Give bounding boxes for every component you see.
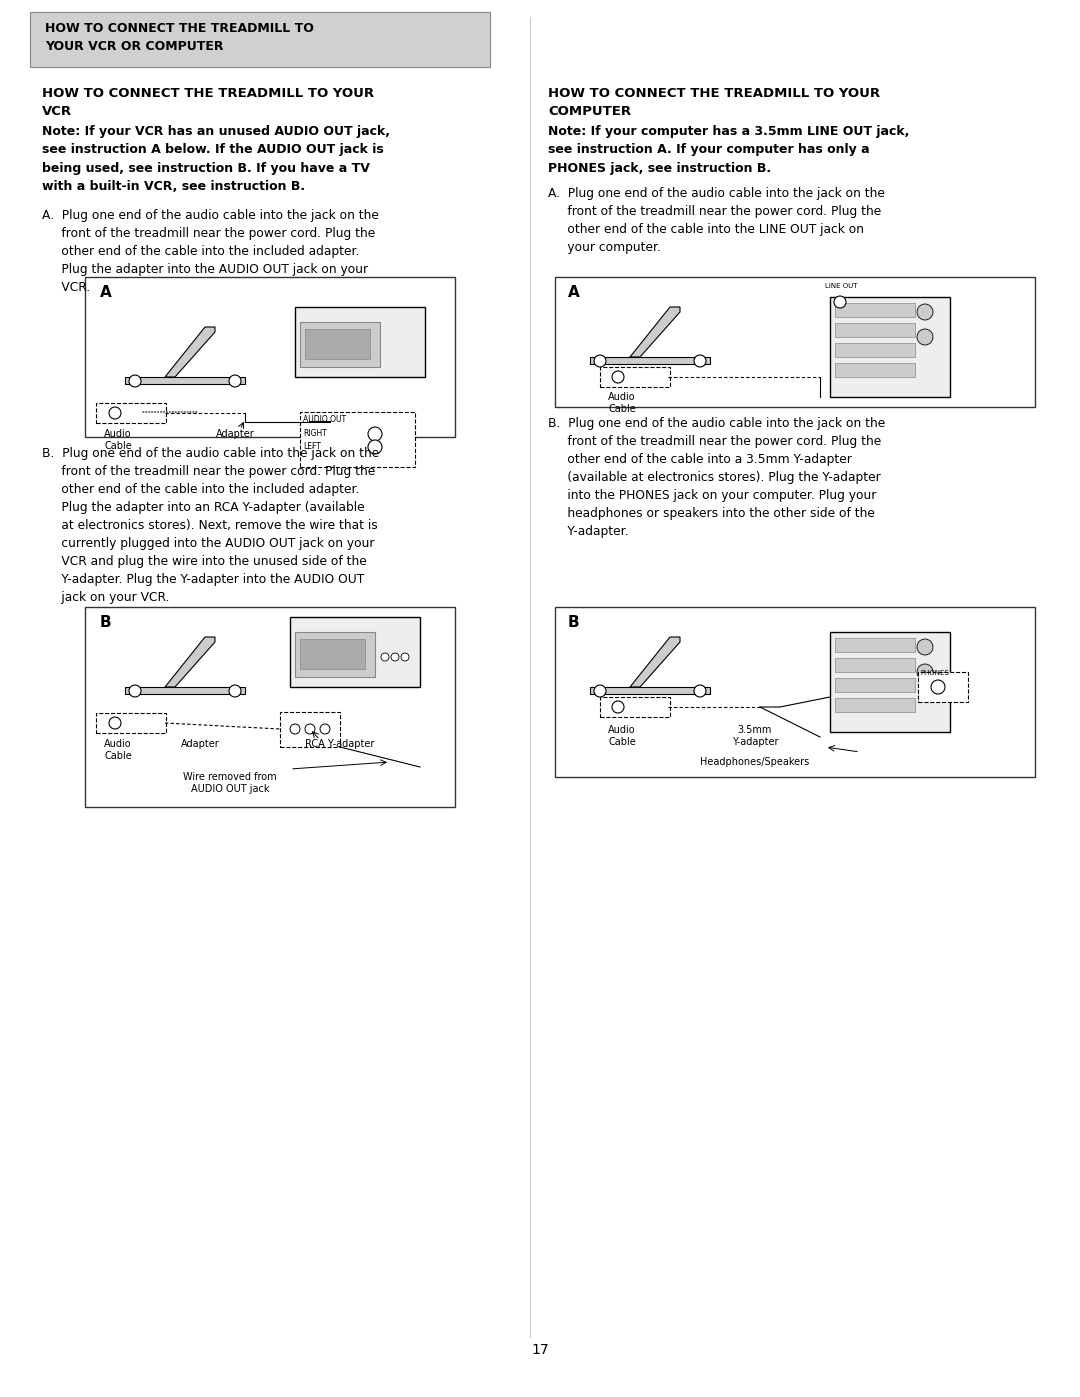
Circle shape bbox=[917, 638, 933, 655]
FancyBboxPatch shape bbox=[295, 631, 375, 678]
Circle shape bbox=[129, 685, 141, 697]
FancyBboxPatch shape bbox=[831, 298, 950, 397]
Text: RIGHT: RIGHT bbox=[303, 429, 327, 439]
Text: AUDIO OUT: AUDIO OUT bbox=[303, 415, 346, 425]
FancyBboxPatch shape bbox=[835, 363, 915, 377]
Circle shape bbox=[917, 330, 933, 345]
FancyBboxPatch shape bbox=[85, 608, 455, 807]
Text: 17: 17 bbox=[531, 1343, 549, 1356]
Circle shape bbox=[129, 374, 141, 387]
FancyBboxPatch shape bbox=[831, 631, 950, 732]
FancyBboxPatch shape bbox=[835, 323, 915, 337]
Text: A: A bbox=[568, 285, 580, 300]
FancyBboxPatch shape bbox=[835, 658, 915, 672]
Circle shape bbox=[931, 680, 945, 694]
Circle shape bbox=[391, 652, 399, 661]
Circle shape bbox=[229, 374, 241, 387]
Text: A: A bbox=[100, 285, 111, 300]
Text: Note: If your computer has a 3.5mm LINE OUT jack,
see instruction A. If your com: Note: If your computer has a 3.5mm LINE … bbox=[548, 124, 909, 175]
FancyBboxPatch shape bbox=[835, 303, 915, 317]
Circle shape bbox=[594, 685, 606, 697]
FancyBboxPatch shape bbox=[96, 402, 166, 423]
Text: Headphones/Speakers: Headphones/Speakers bbox=[700, 757, 809, 767]
Circle shape bbox=[401, 652, 409, 661]
FancyBboxPatch shape bbox=[30, 13, 490, 67]
Text: Audio
Cable: Audio Cable bbox=[608, 725, 636, 747]
Text: Audio
Cable: Audio Cable bbox=[104, 739, 132, 761]
FancyBboxPatch shape bbox=[300, 412, 415, 467]
Text: HOW TO CONNECT THE TREADMILL TO YOUR
COMPUTER: HOW TO CONNECT THE TREADMILL TO YOUR COM… bbox=[548, 87, 880, 117]
Circle shape bbox=[381, 652, 389, 661]
Polygon shape bbox=[165, 637, 215, 687]
Polygon shape bbox=[630, 307, 680, 358]
Text: Audio
Cable: Audio Cable bbox=[608, 393, 636, 415]
Polygon shape bbox=[125, 377, 245, 384]
Text: PHONES: PHONES bbox=[920, 671, 948, 676]
Text: Adapter: Adapter bbox=[180, 739, 219, 749]
FancyBboxPatch shape bbox=[96, 712, 166, 733]
Polygon shape bbox=[125, 687, 245, 694]
FancyBboxPatch shape bbox=[291, 617, 420, 687]
Circle shape bbox=[109, 407, 121, 419]
FancyBboxPatch shape bbox=[918, 672, 968, 703]
Text: HOW TO CONNECT THE TREADMILL TO
YOUR VCR OR COMPUTER: HOW TO CONNECT THE TREADMILL TO YOUR VCR… bbox=[45, 22, 314, 53]
Text: Audio
Cable: Audio Cable bbox=[104, 429, 132, 451]
Circle shape bbox=[917, 664, 933, 680]
Circle shape bbox=[291, 724, 300, 733]
Polygon shape bbox=[590, 358, 710, 365]
FancyBboxPatch shape bbox=[600, 367, 670, 387]
FancyBboxPatch shape bbox=[835, 698, 915, 712]
FancyBboxPatch shape bbox=[85, 277, 455, 437]
FancyBboxPatch shape bbox=[305, 330, 370, 359]
Circle shape bbox=[229, 685, 241, 697]
Text: LINE OUT: LINE OUT bbox=[825, 284, 858, 289]
FancyBboxPatch shape bbox=[835, 344, 915, 358]
Circle shape bbox=[109, 717, 121, 729]
Text: A.  Plug one end of the audio cable into the jack on the
     front of the tread: A. Plug one end of the audio cable into … bbox=[548, 187, 885, 254]
Text: B.  Plug one end of the audio cable into the jack on the
     front of the tread: B. Plug one end of the audio cable into … bbox=[42, 447, 379, 604]
Circle shape bbox=[834, 296, 846, 307]
FancyBboxPatch shape bbox=[280, 712, 340, 747]
FancyBboxPatch shape bbox=[300, 638, 365, 669]
FancyBboxPatch shape bbox=[835, 678, 915, 692]
FancyBboxPatch shape bbox=[555, 277, 1035, 407]
FancyBboxPatch shape bbox=[295, 307, 426, 377]
Text: A.  Plug one end of the audio cable into the jack on the
     front of the tread: A. Plug one end of the audio cable into … bbox=[42, 210, 379, 293]
Circle shape bbox=[917, 305, 933, 320]
Text: 3.5mm
Y-adapter: 3.5mm Y-adapter bbox=[732, 725, 779, 747]
FancyBboxPatch shape bbox=[300, 321, 380, 367]
FancyBboxPatch shape bbox=[835, 638, 915, 652]
Circle shape bbox=[694, 685, 706, 697]
FancyBboxPatch shape bbox=[555, 608, 1035, 777]
Polygon shape bbox=[165, 327, 215, 377]
Circle shape bbox=[694, 355, 706, 367]
FancyBboxPatch shape bbox=[600, 697, 670, 717]
Text: B.  Plug one end of the audio cable into the jack on the
     front of the tread: B. Plug one end of the audio cable into … bbox=[548, 416, 886, 538]
Circle shape bbox=[305, 724, 315, 733]
Circle shape bbox=[368, 427, 382, 441]
Text: HOW TO CONNECT THE TREADMILL TO YOUR
VCR: HOW TO CONNECT THE TREADMILL TO YOUR VCR bbox=[42, 87, 374, 117]
Text: RCA Y-adapter: RCA Y-adapter bbox=[306, 739, 375, 749]
Circle shape bbox=[368, 440, 382, 454]
Text: B: B bbox=[568, 615, 580, 630]
Polygon shape bbox=[630, 637, 680, 687]
Polygon shape bbox=[590, 687, 710, 694]
Text: Wire removed from
AUDIO OUT jack: Wire removed from AUDIO OUT jack bbox=[184, 773, 276, 795]
Text: LEFT: LEFT bbox=[303, 441, 321, 451]
Text: Note: If your VCR has an unused AUDIO OUT jack,
see instruction A below. If the : Note: If your VCR has an unused AUDIO OU… bbox=[42, 124, 390, 194]
Circle shape bbox=[320, 724, 330, 733]
Text: B: B bbox=[100, 615, 111, 630]
Text: Adapter: Adapter bbox=[216, 429, 255, 439]
Circle shape bbox=[612, 701, 624, 712]
Circle shape bbox=[594, 355, 606, 367]
Circle shape bbox=[612, 372, 624, 383]
